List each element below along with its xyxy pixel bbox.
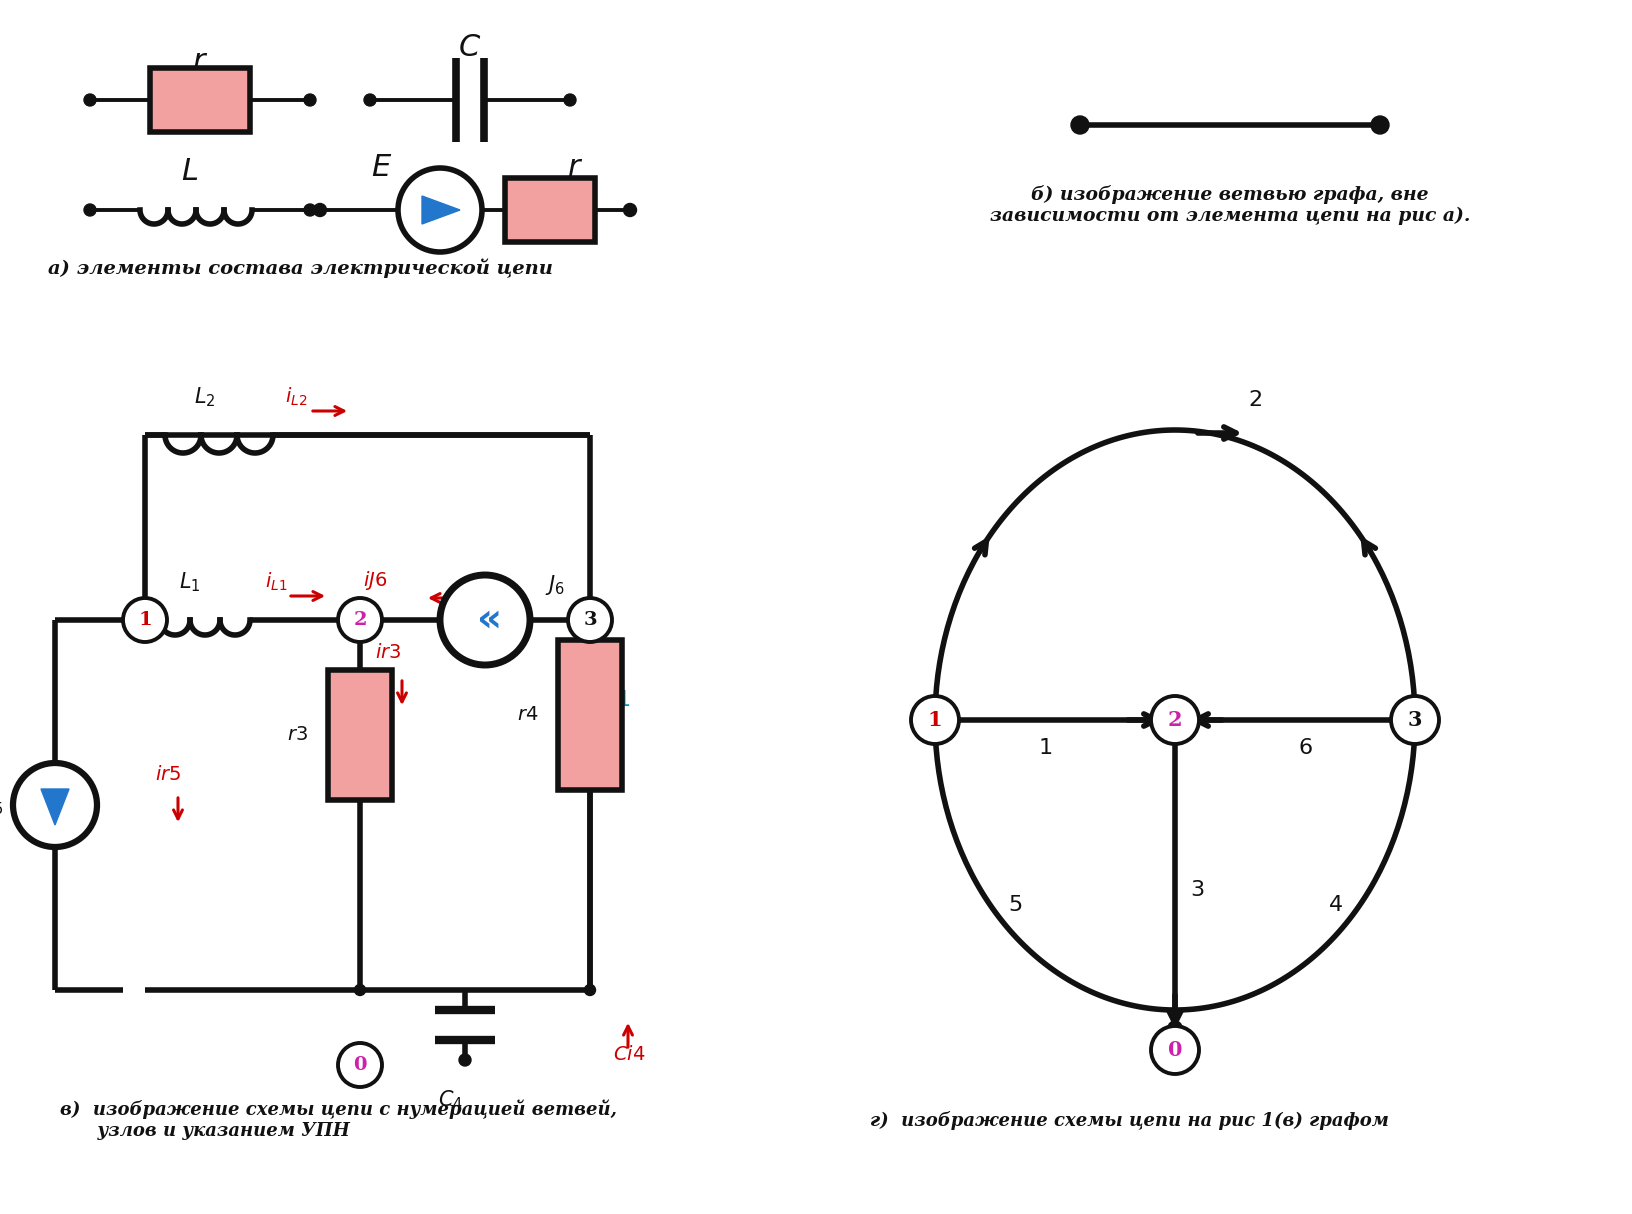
Bar bbox=[150, 68, 250, 132]
Circle shape bbox=[354, 985, 366, 995]
Text: 1: 1 bbox=[927, 710, 942, 730]
Text: 2: 2 bbox=[1167, 710, 1182, 730]
Circle shape bbox=[584, 985, 596, 995]
Text: $r3$: $r3$ bbox=[287, 726, 308, 744]
Text: $J_6$: $J_6$ bbox=[545, 573, 565, 597]
Circle shape bbox=[354, 614, 366, 625]
Text: а) элементы состава электрической цепи: а) элементы состава электрической цепи bbox=[47, 259, 553, 278]
Bar bbox=[558, 640, 622, 790]
Circle shape bbox=[623, 204, 636, 216]
Text: 3: 3 bbox=[1408, 710, 1421, 730]
Circle shape bbox=[139, 614, 150, 625]
Text: $ir3$: $ir3$ bbox=[375, 642, 401, 662]
Circle shape bbox=[398, 168, 481, 253]
Circle shape bbox=[313, 204, 326, 216]
Text: $C$: $C$ bbox=[459, 33, 481, 63]
Text: $r$: $r$ bbox=[193, 46, 207, 78]
Circle shape bbox=[1151, 1026, 1200, 1074]
Circle shape bbox=[338, 1043, 382, 1087]
Text: $ir5$: $ir5$ bbox=[155, 766, 181, 784]
Text: $1$: $1$ bbox=[1038, 737, 1053, 759]
Circle shape bbox=[83, 204, 96, 216]
Circle shape bbox=[1390, 696, 1439, 744]
Text: $i_{L2}$: $i_{L2}$ bbox=[286, 386, 307, 408]
Circle shape bbox=[459, 1054, 472, 1066]
Text: в)  изображение схемы цепи с нумерацией ветвей,
      узлов и указанием УПН: в) изображение схемы цепи с нумерацией в… bbox=[60, 1100, 617, 1140]
Circle shape bbox=[584, 614, 596, 625]
Text: $L_2$: $L_2$ bbox=[194, 385, 215, 409]
Circle shape bbox=[1151, 696, 1200, 744]
Text: «: « bbox=[478, 601, 503, 639]
Text: $I1$: $I1$ bbox=[610, 690, 630, 710]
Circle shape bbox=[568, 599, 612, 642]
Circle shape bbox=[1169, 1021, 1182, 1036]
Circle shape bbox=[13, 764, 96, 847]
Circle shape bbox=[304, 93, 317, 106]
Bar bbox=[504, 178, 596, 242]
Text: $C_4$: $C_4$ bbox=[437, 1088, 462, 1112]
Circle shape bbox=[1371, 117, 1389, 134]
Circle shape bbox=[83, 93, 96, 106]
Text: 3: 3 bbox=[583, 611, 597, 629]
Circle shape bbox=[911, 696, 960, 744]
Polygon shape bbox=[41, 789, 69, 826]
Circle shape bbox=[1071, 117, 1089, 134]
Text: $3$: $3$ bbox=[1190, 879, 1204, 901]
Text: $r4$: $r4$ bbox=[517, 707, 539, 724]
Text: 0: 0 bbox=[353, 1056, 367, 1074]
Circle shape bbox=[441, 575, 530, 665]
Circle shape bbox=[304, 204, 317, 216]
Text: $4$: $4$ bbox=[1327, 894, 1343, 917]
Text: $iJ6$: $iJ6$ bbox=[362, 568, 387, 591]
Text: 2: 2 bbox=[353, 611, 367, 629]
Circle shape bbox=[565, 93, 576, 106]
Text: $L_1$: $L_1$ bbox=[180, 571, 201, 594]
Text: $2$: $2$ bbox=[1248, 388, 1262, 412]
Bar bbox=[328, 670, 392, 800]
Text: $i_{L1}$: $i_{L1}$ bbox=[264, 571, 287, 594]
Circle shape bbox=[1408, 713, 1421, 727]
Circle shape bbox=[929, 713, 942, 727]
Text: $5$: $5$ bbox=[1009, 894, 1022, 917]
Text: 0: 0 bbox=[1169, 1040, 1182, 1060]
Text: $L$: $L$ bbox=[181, 157, 199, 187]
Circle shape bbox=[1169, 713, 1182, 727]
Polygon shape bbox=[423, 195, 460, 225]
Text: б) изображение ветвью графа, вне
зависимости от элемента цепи на рис а).: б) изображение ветвью графа, вне зависим… bbox=[991, 185, 1470, 225]
Text: $6$: $6$ bbox=[1297, 737, 1312, 759]
Text: $E$: $E$ bbox=[372, 153, 393, 183]
Circle shape bbox=[364, 93, 375, 106]
Text: $r$: $r$ bbox=[566, 153, 583, 183]
Text: $E_5$: $E_5$ bbox=[0, 793, 3, 817]
Text: г)  изображение схемы цепи на рис 1(в) графом: г) изображение схемы цепи на рис 1(в) гр… bbox=[870, 1111, 1389, 1129]
Text: $Ci4$: $Ci4$ bbox=[614, 1045, 645, 1065]
Circle shape bbox=[122, 599, 166, 642]
Text: 1: 1 bbox=[139, 611, 152, 629]
Circle shape bbox=[338, 599, 382, 642]
